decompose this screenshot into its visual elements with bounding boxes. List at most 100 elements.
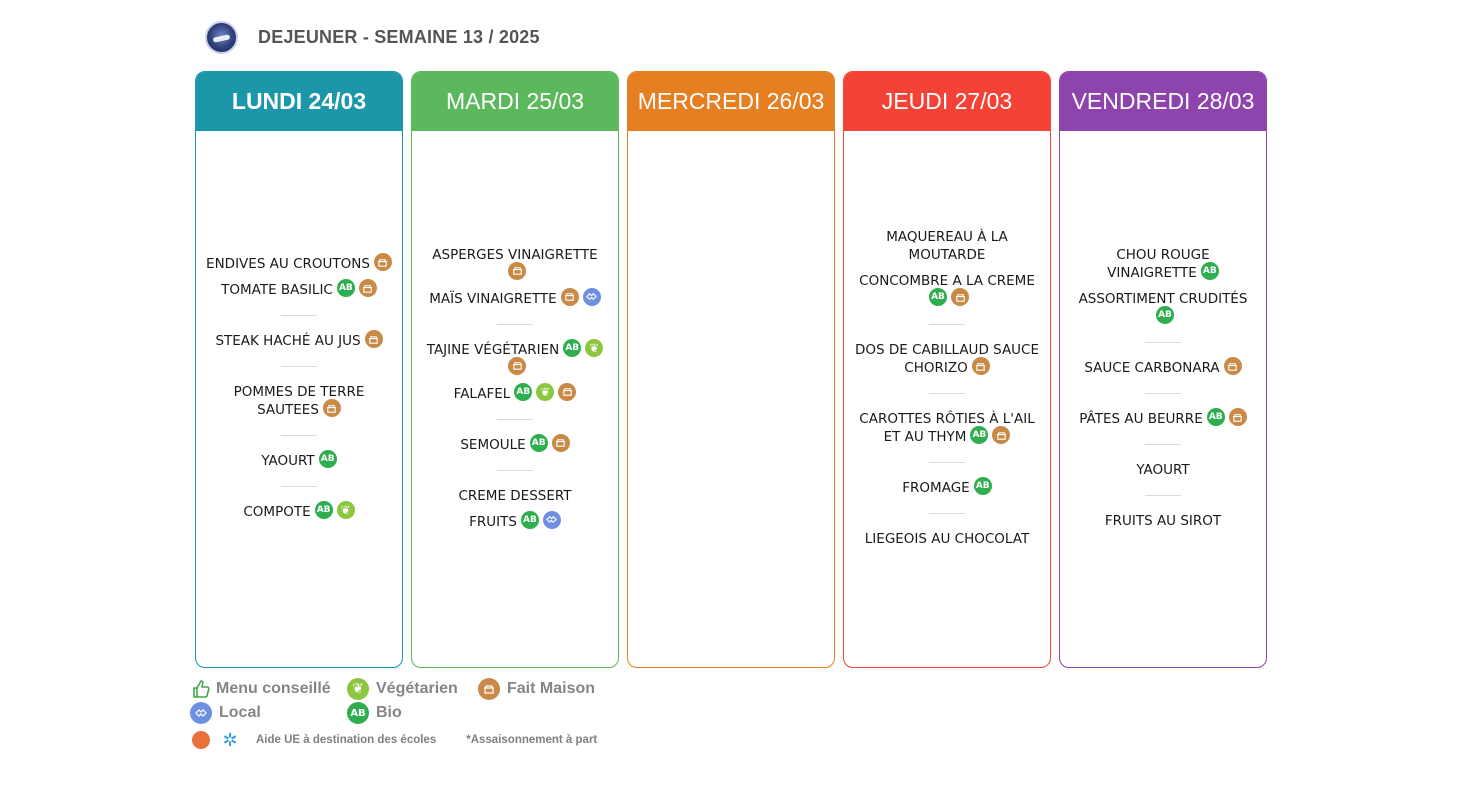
menu-item: DOS DE CABILLAUD SAUCE CHORIZO [854, 341, 1040, 377]
cooking-pot-icon [508, 356, 526, 375]
menu-item-name: POMMES DE TERRE SAUTEES [233, 384, 365, 418]
course-separator [281, 486, 317, 487]
course-separator [1145, 342, 1181, 343]
menu-item: CONCOMBRE A LA CREMEAB [854, 272, 1040, 308]
cooking-pot-icon [551, 433, 570, 452]
menu-item: FRUITS AU SIROT [1105, 512, 1221, 530]
menu-item-name: FRUITS AU SIROT [1104, 513, 1222, 529]
cooking-pot-icon [1223, 357, 1242, 375]
menu-item: YAOURT AB [261, 450, 337, 470]
organic-ab-icon: AB [314, 501, 333, 519]
leaf-icon: ❦ [536, 382, 555, 401]
menu-item-name: PÂTES AU BEURRE [1079, 411, 1203, 427]
day-column-mardi: MARDI 25/03 ASPERGES VINAIGRETTE MAÏS VINA… [411, 71, 619, 668]
day-column-jeudi: JEUDI 27/03 MAQUEREAU À LA MOUTARDE CONCOM… [843, 71, 1051, 668]
legend-local: Local [190, 702, 347, 724]
handshake-icon [582, 287, 601, 306]
menu-item-name: MAQUEREAU À LA MOUTARDE [886, 229, 1008, 263]
menu-item-name: ASPERGES VINAIGRETTE [432, 246, 598, 263]
menu-item-name: FALAFEL [453, 385, 511, 402]
menu-item: CAROTTES RÔTIES À L'AIL ET AU THYM AB [854, 410, 1040, 446]
course-separator [1145, 393, 1181, 394]
day-header: JEUDI 27/03 [844, 72, 1050, 131]
legend: Menu conseillé ❦ Végétarien Fait Maison … [190, 677, 595, 725]
day-header: MARDI 25/03 [412, 72, 618, 131]
menu-item: MAÏS VINAIGRETTE [429, 287, 601, 308]
course-separator [281, 435, 317, 436]
leaf-icon: ❦ [347, 678, 369, 700]
menu-item-name: FROMAGE [902, 480, 970, 496]
legend-menu-conseille-label: Menu conseillé [216, 680, 331, 697]
cooking-pot-icon [322, 399, 341, 417]
menu-item: ASPERGES VINAIGRETTE [422, 246, 608, 282]
page-title: DEJEUNER - SEMAINE 13 / 2025 [258, 26, 540, 47]
menu-item-name: CONCOMBRE A LA CREME [859, 273, 1035, 289]
menu-item: FROMAGE AB [902, 477, 992, 497]
day-menu [628, 131, 834, 667]
organic-ab-icon: AB [973, 477, 992, 495]
day-header: MERCREDI 26/03 [628, 72, 834, 131]
menu-item: TOMATE BASILIC AB [221, 279, 377, 299]
day-column-vendredi: VENDREDI 28/03 CHOU ROUGE VINAIGRETTE AB AS… [1059, 71, 1267, 668]
menu-item: POMMES DE TERRE SAUTEES [206, 383, 392, 419]
menu-item: STEAK HACHÉ AU JUS [215, 330, 383, 350]
cooking-pot-icon [560, 287, 579, 306]
organic-ab-icon: AB [529, 433, 548, 452]
eu-stars-icon: ✲ [222, 730, 238, 750]
legend-bio: AB Bio [347, 702, 402, 724]
page-header: DEJEUNER - SEMAINE 13 / 2025 [205, 20, 540, 54]
menu-item-name: ENDIVES AU CROUTONS [206, 256, 370, 272]
legend-vegetarien: ❦ Végétarien [347, 678, 478, 700]
legend-vegetarien-label: Végétarien [376, 680, 458, 697]
cooking-pot-icon [1228, 408, 1247, 426]
menu-item-name: TOMATE BASILIC [221, 282, 333, 298]
course-separator [1145, 495, 1181, 496]
menu-item-name: SEMOULE [460, 436, 526, 453]
cooking-pot-icon [951, 288, 969, 306]
organic-ab-icon: AB [970, 426, 989, 444]
footer: ✲ Aide UE à destination des écoles *Assa… [192, 730, 597, 750]
menu-item: SEMOULE AB [460, 433, 570, 454]
organic-ab-icon: AB [336, 279, 355, 297]
menu-item: CHOU ROUGE VINAIGRETTE AB [1070, 246, 1256, 282]
cooking-pot-icon [364, 330, 383, 348]
menu-item: PÂTES AU BEURRE AB [1079, 408, 1247, 428]
cooking-pot-icon [508, 261, 526, 280]
menu-item: YAOURT [1136, 461, 1189, 479]
menu-item: ENDIVES AU CROUTONS [206, 253, 392, 273]
course-separator [929, 513, 965, 514]
course-separator [497, 418, 533, 420]
cooking-pot-icon [558, 382, 577, 401]
day-header: LUNDI 24/03 [196, 72, 402, 131]
course-separator [281, 366, 317, 367]
assaisonnement-note: *Assaisonnement à part [466, 734, 598, 746]
cooking-pot-icon [478, 678, 500, 700]
organic-ab-icon: AB [318, 450, 337, 468]
menu-item: LIEGEOIS AU CHOCOLAT [865, 530, 1029, 548]
organic-ab-icon: AB [347, 702, 369, 724]
menu-item-name: ASSORTIMENT CRUDITÉS [1078, 291, 1248, 307]
cooking-pot-icon [971, 357, 990, 375]
menu-item: COMPOTE AB ❦ [243, 501, 355, 521]
menu-item-name: COMPOTE [243, 504, 311, 520]
menu-item-name: TAJINE VÉGÉTARIEN [426, 341, 560, 358]
aide-ue-text: Aide UE à destination des écoles [256, 734, 437, 746]
legend-fait-maison-label: Fait Maison [507, 680, 596, 697]
course-separator [497, 323, 533, 325]
menu-item: TAJINE VÉGÉTARIEN AB ❦ [422, 338, 608, 377]
legend-menu-conseille: Menu conseillé [190, 678, 347, 700]
fruit-logo-icon [192, 731, 210, 749]
handshake-icon [190, 702, 212, 724]
organic-ab-icon: AB [520, 510, 539, 529]
menu-item: ASSORTIMENT CRUDITÉSAB [1070, 290, 1256, 326]
menu-item: CREME DESSERT [458, 487, 571, 505]
organic-ab-icon: AB [563, 338, 582, 357]
day-column-mercredi: MERCREDI 26/03 [627, 71, 835, 668]
organic-ab-icon: AB [1206, 408, 1225, 426]
day-menu: MAQUEREAU À LA MOUTARDE CONCOMBRE A LA CR… [844, 131, 1050, 667]
week-columns: LUNDI 24/03 ENDIVES AU CROUTONS TOMATE BAS… [195, 71, 1267, 668]
course-separator [281, 315, 317, 316]
menu-item-name: YAOURT [261, 453, 315, 469]
organic-ab-icon: AB [1200, 262, 1219, 280]
day-menu: ENDIVES AU CROUTONS TOMATE BASILIC AB STEAK… [196, 131, 402, 667]
